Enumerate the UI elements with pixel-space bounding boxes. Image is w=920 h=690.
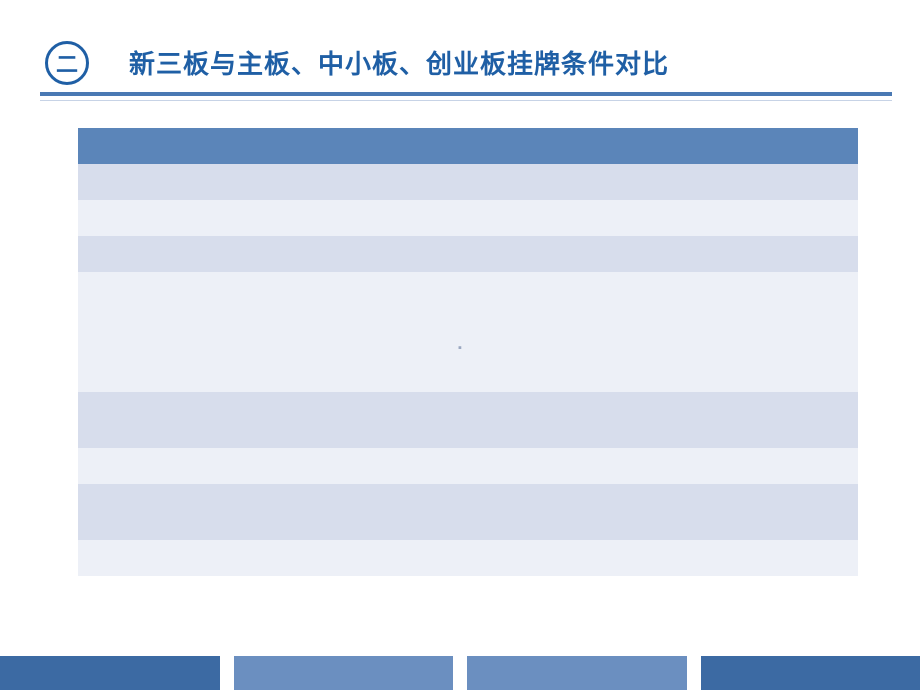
table-row — [78, 484, 858, 540]
section-number: 二 — [56, 47, 78, 79]
footer-segment — [0, 656, 220, 690]
table-row — [78, 272, 858, 392]
footer-segment — [701, 656, 920, 690]
table-row — [78, 392, 858, 448]
table-row — [78, 540, 858, 576]
footer-segment — [234, 656, 454, 690]
table-row — [78, 164, 858, 200]
table-header-cell — [308, 128, 608, 164]
table-header-cell — [608, 128, 858, 164]
divider-thin — [40, 100, 892, 101]
title-divider — [40, 92, 892, 101]
footer-bar — [0, 656, 920, 690]
table-header-row — [78, 128, 858, 164]
slide-header: 二 新三板与主板、中小板、创业板挂牌条件对比 — [45, 35, 880, 90]
section-number-badge: 二 — [45, 41, 89, 85]
center-marker: ▪ — [458, 342, 462, 354]
table-header-cell — [78, 128, 178, 164]
table-row — [78, 200, 858, 236]
table-header-cell — [178, 128, 308, 164]
slide-title: 新三板与主板、中小板、创业板挂牌条件对比 — [129, 44, 669, 81]
comparison-table — [78, 128, 858, 576]
divider-thick — [40, 92, 892, 96]
table-row — [78, 236, 858, 272]
table-row — [78, 448, 858, 484]
footer-segment — [467, 656, 687, 690]
